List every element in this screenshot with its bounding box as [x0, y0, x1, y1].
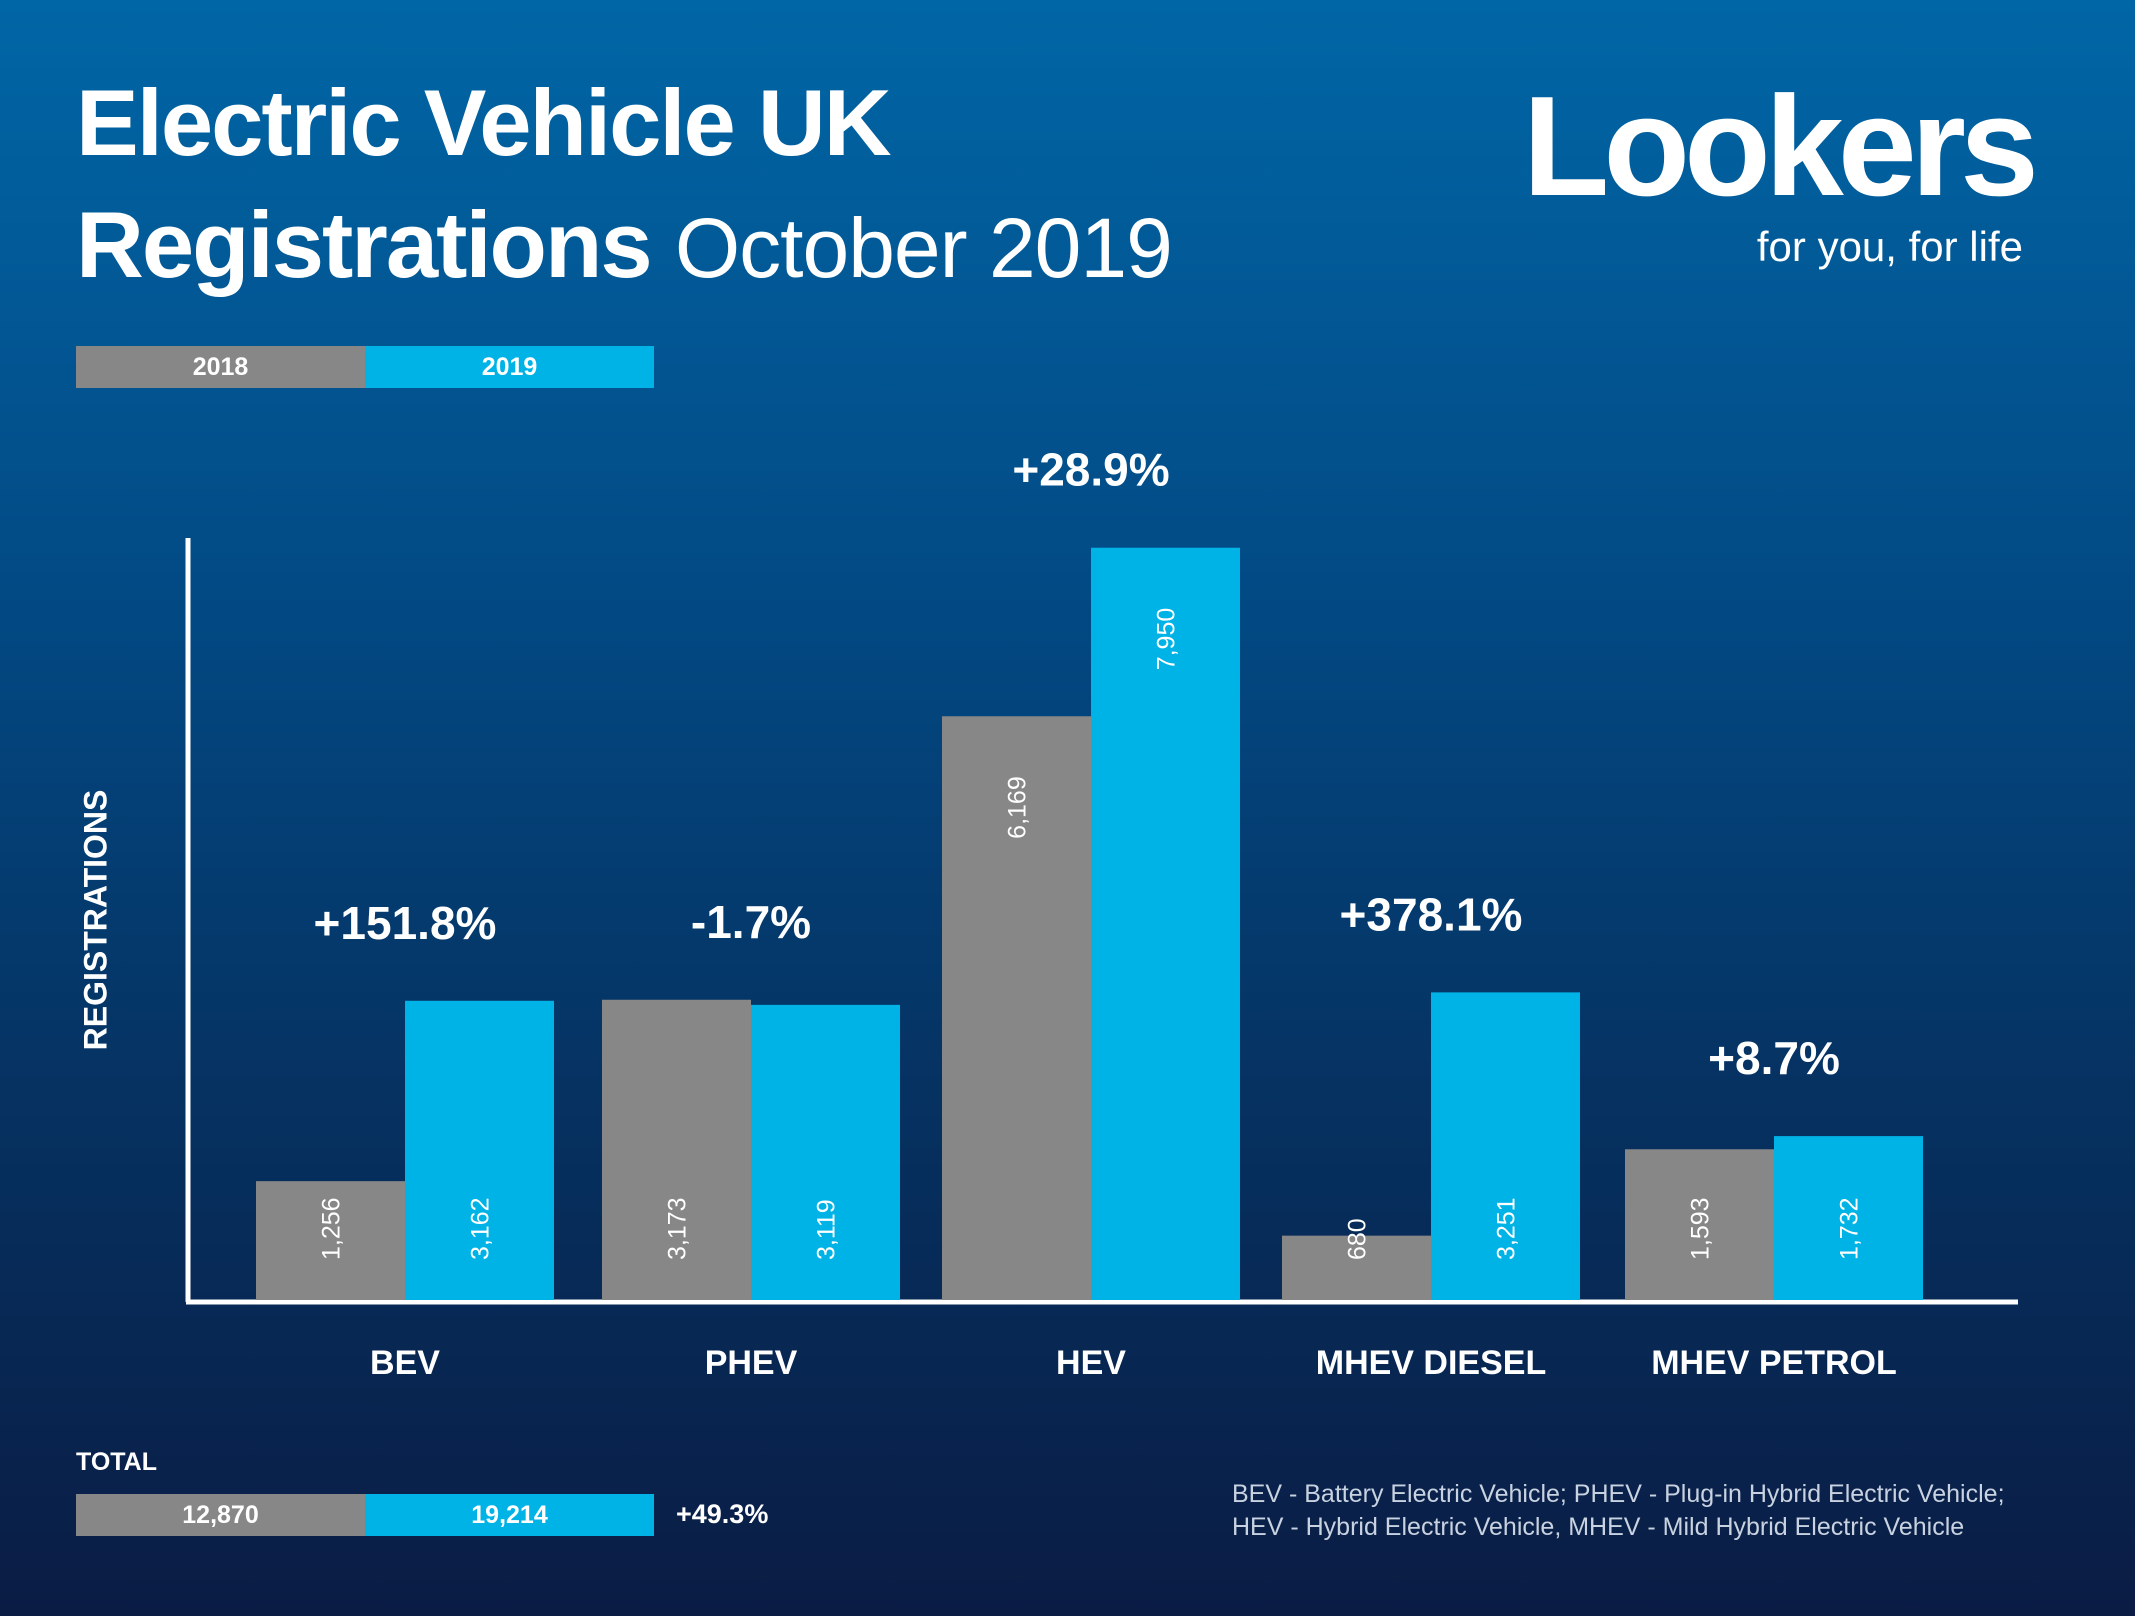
bar-value-label: 1,732 — [1836, 1197, 1864, 1260]
logo-brand: Lookers — [1522, 67, 2039, 226]
total-2019: 19,214 — [365, 1494, 654, 1536]
category-label: PHEV — [705, 1344, 798, 1382]
bar-2018-bev — [256, 1181, 405, 1300]
change-annotation: +151.8% — [314, 897, 497, 949]
title-date: October 2019 — [674, 201, 1173, 295]
bar-2019-bev — [405, 1000, 554, 1300]
bar-2019-mhev-petrol — [1774, 1136, 1923, 1300]
bar-2018-mhev-petrol — [1625, 1149, 1774, 1300]
category-label: BEV — [370, 1344, 440, 1382]
category-label: MHEV PETROL — [1651, 1344, 1897, 1382]
bar-2019-phev — [751, 1004, 900, 1300]
legend-2019: 2019 — [365, 346, 654, 388]
legend-2018: 2018 — [76, 346, 365, 388]
bar-2018-phev — [602, 999, 751, 1300]
bar-value-label: 3,173 — [664, 1197, 692, 1260]
bar-2019-mhev-diesel — [1431, 992, 1580, 1300]
category-label: HEV — [1056, 1344, 1126, 1382]
totals-bar: 12,870 19,214 — [76, 1494, 654, 1536]
bar-2018-mhev-diesel — [1282, 1235, 1431, 1300]
footnote-line-1: BEV - Battery Electric Vehicle; PHEV - P… — [1232, 1480, 2005, 1508]
change-annotation: -1.7% — [691, 896, 811, 948]
title-registrations: Registrations — [76, 192, 653, 297]
legend: 2018 2019 — [76, 346, 654, 388]
bar-value-label: 1,593 — [1687, 1197, 1715, 1260]
title-line-2: Registrations October 2019 — [76, 184, 1173, 309]
total-label: TOTAL — [76, 1448, 158, 1476]
bar-value-label: 3,251 — [1493, 1197, 1521, 1260]
bar-value-label: 1,256 — [318, 1197, 346, 1260]
bar-value-label: 6,169 — [1004, 776, 1032, 839]
change-annotation: +28.9% — [1012, 444, 1169, 496]
total-2018: 12,870 — [76, 1494, 365, 1536]
bar-value-label: 680 — [1344, 1218, 1372, 1260]
lookers-logo: Lookers for you, for life — [1522, 67, 2039, 272]
change-annotation: +378.1% — [1340, 888, 1523, 940]
change-annotation: +8.7% — [1708, 1032, 1840, 1084]
footnote-line-2: HEV - Hybrid Electric Vehicle, MHEV - Mi… — [1232, 1513, 1965, 1541]
chart-title: Electric Vehicle UK Registrations Octobe… — [76, 62, 1173, 309]
total-change: +49.3% — [676, 1499, 769, 1529]
bar-2018-hev — [942, 716, 1091, 1300]
bar-value-label: 7,950 — [1153, 608, 1181, 671]
title-line-1: Electric Vehicle UK — [76, 70, 892, 175]
footnote: BEV - Battery Electric Vehicle; PHEV - P… — [1232, 1478, 2005, 1544]
category-label: MHEV DIESEL — [1316, 1344, 1546, 1382]
bar-value-label: 3,119 — [813, 1199, 841, 1260]
bar-2019-hev — [1091, 547, 1240, 1300]
bar-value-label: 3,162 — [467, 1197, 495, 1260]
logo-tagline: for you, for life — [1756, 223, 2023, 270]
